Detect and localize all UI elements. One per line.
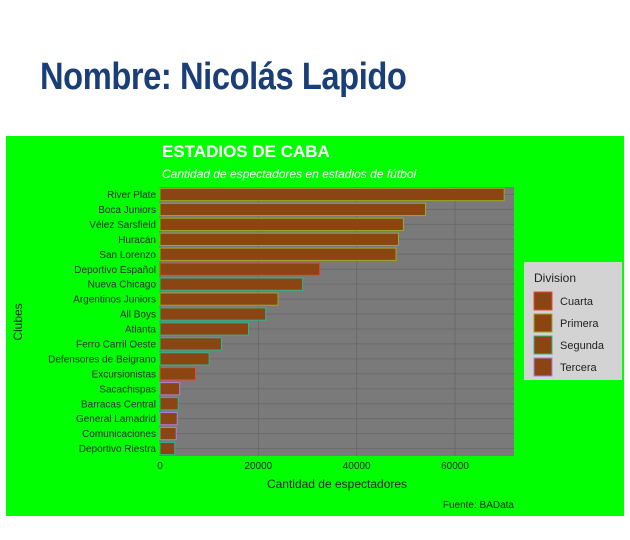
y-tick-labels: River Plate Boca Juniors Vélez Sarsfield Hu… (48, 190, 156, 455)
legend-swatch (533, 357, 553, 377)
bar-chart: ESTADIOS DE CABA Cantidad de espectadore… (6, 136, 624, 516)
y-axis-title: Clubes (11, 303, 25, 340)
page-heading: Nombre: Nicolás Lapido (40, 56, 407, 98)
legend-label: Cuarta (560, 296, 594, 308)
legend-swatch (533, 335, 553, 355)
legend-swatch (533, 313, 553, 333)
y-tick-label: Excursionistas (92, 369, 156, 380)
y-tick-label: General Lamadrid (76, 414, 156, 425)
legend-label: Primera (560, 318, 599, 330)
bar (159, 292, 279, 306)
bar (159, 307, 267, 321)
y-tick-label: Atlanta (125, 325, 157, 336)
bar (159, 367, 196, 381)
legend-label: Tercera (560, 362, 598, 374)
bar (159, 352, 210, 366)
chart-frame: ESTADIOS DE CABA Cantidad de espectadore… (6, 136, 624, 516)
bar (159, 426, 177, 441)
y-tick-label: San Lorenzo (99, 250, 156, 261)
y-tick-label: All Boys (120, 310, 156, 321)
y-tick-label: Deportivo Riestra (79, 444, 157, 455)
y-tick-label: Barracas Central (81, 399, 156, 410)
y-tick-label: River Plate (107, 190, 156, 201)
bar (159, 202, 426, 217)
x-tick-labels: 0 20000 40000 60000 (157, 461, 469, 472)
y-tick-label: Argentinos Juniors (73, 295, 156, 306)
x-tick-label: 60000 (441, 461, 469, 472)
y-tick-label: Deportivo Español (74, 265, 156, 276)
bar (159, 382, 181, 396)
y-tick-label: Comunicaciones (82, 429, 156, 440)
y-tick-label: Defensores de Belgrano (48, 354, 156, 365)
bar (159, 397, 179, 411)
chart-subtitle: Cantidad de espectadores en estadios de … (162, 167, 417, 181)
legend: Division Cuarta Primera Segunda Tercera (524, 262, 622, 380)
y-tick-label: Huracán (118, 235, 156, 246)
chart-caption: Fuente: BAData (443, 500, 515, 511)
x-tick-label: 40000 (343, 461, 371, 472)
bar (159, 232, 399, 246)
bar (159, 217, 404, 231)
y-tick-label: Sacachispas (99, 384, 156, 395)
bar (159, 322, 249, 336)
chart-title: ESTADIOS DE CABA (162, 142, 330, 161)
x-tick-label: 20000 (244, 461, 272, 472)
bar (159, 247, 397, 261)
x-tick-label: 0 (157, 461, 163, 472)
bar (159, 277, 304, 291)
y-tick-label: Vélez Sarsfield (89, 220, 156, 231)
bar (159, 412, 178, 426)
x-axis-title: Cantidad de espectadores (267, 477, 407, 491)
bar (159, 187, 505, 202)
legend-swatch (533, 291, 553, 311)
bar (159, 337, 222, 351)
legend-title: Division (534, 271, 576, 285)
y-tick-label: Boca Juniors (98, 205, 156, 216)
y-tick-label: Ferro Carril Oeste (76, 340, 156, 351)
bars (159, 187, 505, 456)
bar (159, 441, 176, 456)
legend-entries: Cuarta Primera Segunda Tercera (533, 291, 605, 377)
y-tick-label: Nueva Chicago (88, 280, 157, 291)
bar (159, 262, 321, 276)
legend-label: Segunda (560, 340, 605, 352)
